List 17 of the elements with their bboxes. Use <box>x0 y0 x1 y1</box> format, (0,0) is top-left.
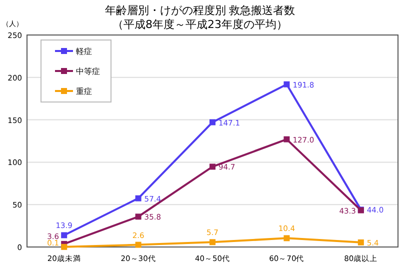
point <box>61 244 68 250</box>
chart-title: 年齢層別・けがの程度別 救急搬送者数 <box>104 4 296 17</box>
legend-label: 中等症 <box>76 67 100 76</box>
point <box>210 239 216 246</box>
point <box>135 195 142 202</box>
chart-subtitle: （平成8年度～平成23年度の平均） <box>112 18 288 31</box>
legend-label: 軽症 <box>76 47 92 56</box>
point <box>210 119 216 126</box>
point <box>210 164 216 170</box>
point <box>284 81 290 88</box>
point <box>135 214 142 220</box>
point <box>284 136 290 142</box>
point <box>61 232 68 238</box>
point <box>358 239 364 246</box>
point <box>135 242 142 248</box>
point <box>284 235 290 242</box>
legend-label: 重症 <box>76 87 92 96</box>
